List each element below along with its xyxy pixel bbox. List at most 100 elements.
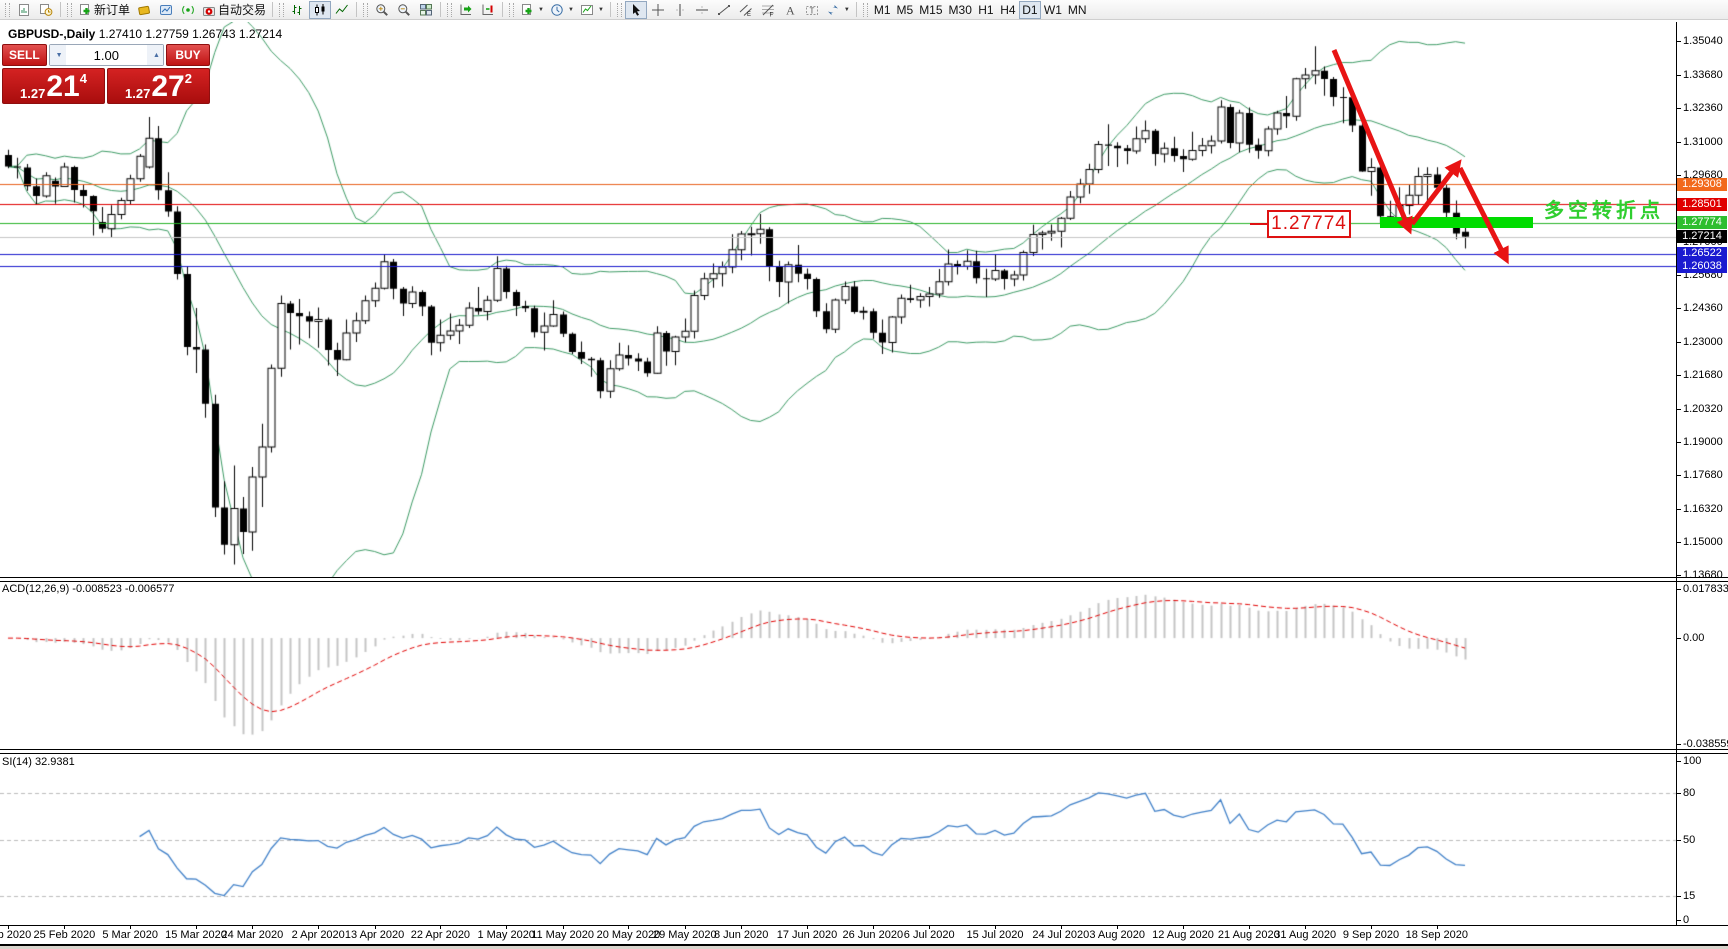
navigator-icon [159, 3, 173, 17]
timeframe-W1-button[interactable]: W1 [1041, 1, 1065, 19]
date-axis-label: 9 Sep 2020 [1342, 929, 1400, 941]
price-annotation-label[interactable]: 1.27774 [1267, 210, 1351, 238]
navigator-button[interactable] [155, 1, 177, 19]
linechart-icon [335, 3, 349, 17]
bars-button[interactable] [287, 1, 309, 19]
cursor-button[interactable] [624, 0, 647, 19]
status-strip [0, 946, 1728, 949]
new-chart-button[interactable] [13, 1, 35, 19]
autoscroll-icon [459, 3, 473, 17]
rsi-axis-label: 100 [1683, 755, 1702, 768]
date-tick-mark [440, 925, 441, 929]
axis-tick-mark [1676, 308, 1681, 309]
volume-input[interactable] [65, 45, 147, 65]
date-tick-mark [807, 925, 808, 929]
new-order-button[interactable]: 新订单 [75, 1, 133, 19]
tile-button[interactable] [415, 1, 437, 19]
macd-axis-label: 0.00 [1683, 632, 1705, 645]
timeframe-M1-button[interactable]: M1 [871, 1, 894, 19]
profiles-button[interactable] [35, 1, 57, 19]
text-icon: A [783, 3, 797, 17]
axis-tick-mark [1676, 375, 1681, 376]
toolbar-drag-handle [363, 2, 369, 17]
svg-text:T: T [809, 6, 814, 15]
text-button[interactable]: A [779, 1, 801, 19]
sell-price[interactable]: 1.27 21 4 [2, 68, 105, 104]
panel-separator[interactable] [0, 753, 1728, 754]
dropdown-arrow-icon[interactable]: ▼ [538, 6, 544, 13]
date-tick-mark [873, 925, 874, 929]
timeframe-M5-button[interactable]: M5 [894, 1, 917, 19]
price-axis-label: 1.15000 [1683, 536, 1723, 548]
svg-text:E: E [747, 12, 751, 17]
timeframe-H4-button[interactable]: H4 [997, 1, 1019, 19]
rsi-panel-canvas[interactable] [0, 754, 1676, 925]
template-button[interactable]: ▼ [577, 1, 607, 19]
fibo-button[interactable]: F [757, 1, 779, 19]
zoom-in-button[interactable] [371, 1, 393, 19]
annotation-note-text[interactable]: 多空转折点 [1544, 200, 1664, 222]
rsi-axis-label: 15 [1683, 889, 1696, 902]
date-tick-mark [563, 925, 564, 929]
crosshair-button[interactable] [647, 1, 669, 19]
volume-increase-button[interactable]: ▲ [147, 45, 163, 65]
toolbar-drag-handle [447, 2, 453, 17]
macd-panel-canvas[interactable] [0, 582, 1676, 749]
button-label: W1 [1043, 2, 1062, 17]
zoom-out-button[interactable] [393, 1, 415, 19]
indicators-button[interactable]: ▼ [517, 1, 547, 19]
button-label: MN [1067, 2, 1087, 17]
date-axis-label: 11 May 2020 [531, 929, 594, 941]
metaeditor-button[interactable] [133, 1, 155, 19]
timeframe-H1-button[interactable]: H1 [975, 1, 997, 19]
label-button[interactable]: T [801, 1, 823, 19]
autoscroll-button[interactable] [455, 1, 477, 19]
buy-button[interactable]: BUY [166, 44, 210, 66]
periods-icon [550, 3, 564, 17]
macd-axis-label: 0.017833 [1683, 583, 1728, 596]
buy-price[interactable]: 1.27 27 2 [107, 68, 210, 104]
bars-icon [291, 3, 305, 17]
sell-price-prefix: 1.27 [20, 86, 46, 101]
main-chart-canvas[interactable] [0, 22, 1676, 578]
hline-button[interactable] [691, 1, 713, 19]
candles-button[interactable] [309, 0, 332, 19]
axis-tick-mark [1676, 475, 1681, 476]
trendline-button[interactable] [713, 1, 735, 19]
date-tick-mark [375, 925, 376, 929]
metaeditor-icon [137, 3, 151, 17]
sell-button[interactable]: SELL [2, 44, 47, 66]
chart-bottom-border [0, 925, 1728, 926]
axis-tick-mark [1676, 75, 1681, 76]
timeframe-D1-button[interactable]: D1 [1018, 0, 1041, 19]
price-axis-label: 1.13680 [1683, 569, 1723, 581]
date-axis-label: 15 Mar 2020 [165, 929, 227, 941]
panel-separator[interactable] [0, 577, 1728, 578]
panel-separator[interactable] [0, 581, 1728, 582]
dropdown-arrow-icon[interactable]: ▼ [843, 6, 850, 13]
price-axis-label: 1.32360 [1683, 102, 1723, 114]
channel-button[interactable]: E [735, 1, 757, 19]
periods-button[interactable]: ▼ [547, 1, 577, 19]
axis-tick-mark [1676, 542, 1681, 543]
timeframe-M30-button[interactable]: M30 [946, 1, 975, 19]
timeframe-M15-button[interactable]: M15 [916, 1, 945, 19]
dropdown-arrow-icon[interactable]: ▼ [597, 6, 604, 13]
timeframe-MN-button[interactable]: MN [1065, 1, 1090, 19]
shift-button[interactable] [477, 1, 499, 19]
linechart-button[interactable] [331, 1, 353, 19]
volume-decrease-button[interactable]: ▼ [49, 45, 66, 65]
signals-button[interactable] [177, 1, 199, 19]
profiles-icon [39, 3, 53, 17]
autotrading-button[interactable]: 自动交易 [199, 1, 269, 19]
date-tick-mark [8, 925, 9, 929]
date-tick-mark [1249, 925, 1250, 929]
arrows-button[interactable]: ▼ [823, 1, 853, 19]
price-axis-label: 1.31000 [1683, 136, 1723, 148]
panel-separator[interactable] [0, 749, 1728, 750]
dropdown-arrow-icon[interactable]: ▼ [567, 6, 574, 13]
button-label: M5 [896, 2, 914, 17]
date-tick-mark [685, 925, 686, 929]
vline-button[interactable] [669, 1, 691, 19]
